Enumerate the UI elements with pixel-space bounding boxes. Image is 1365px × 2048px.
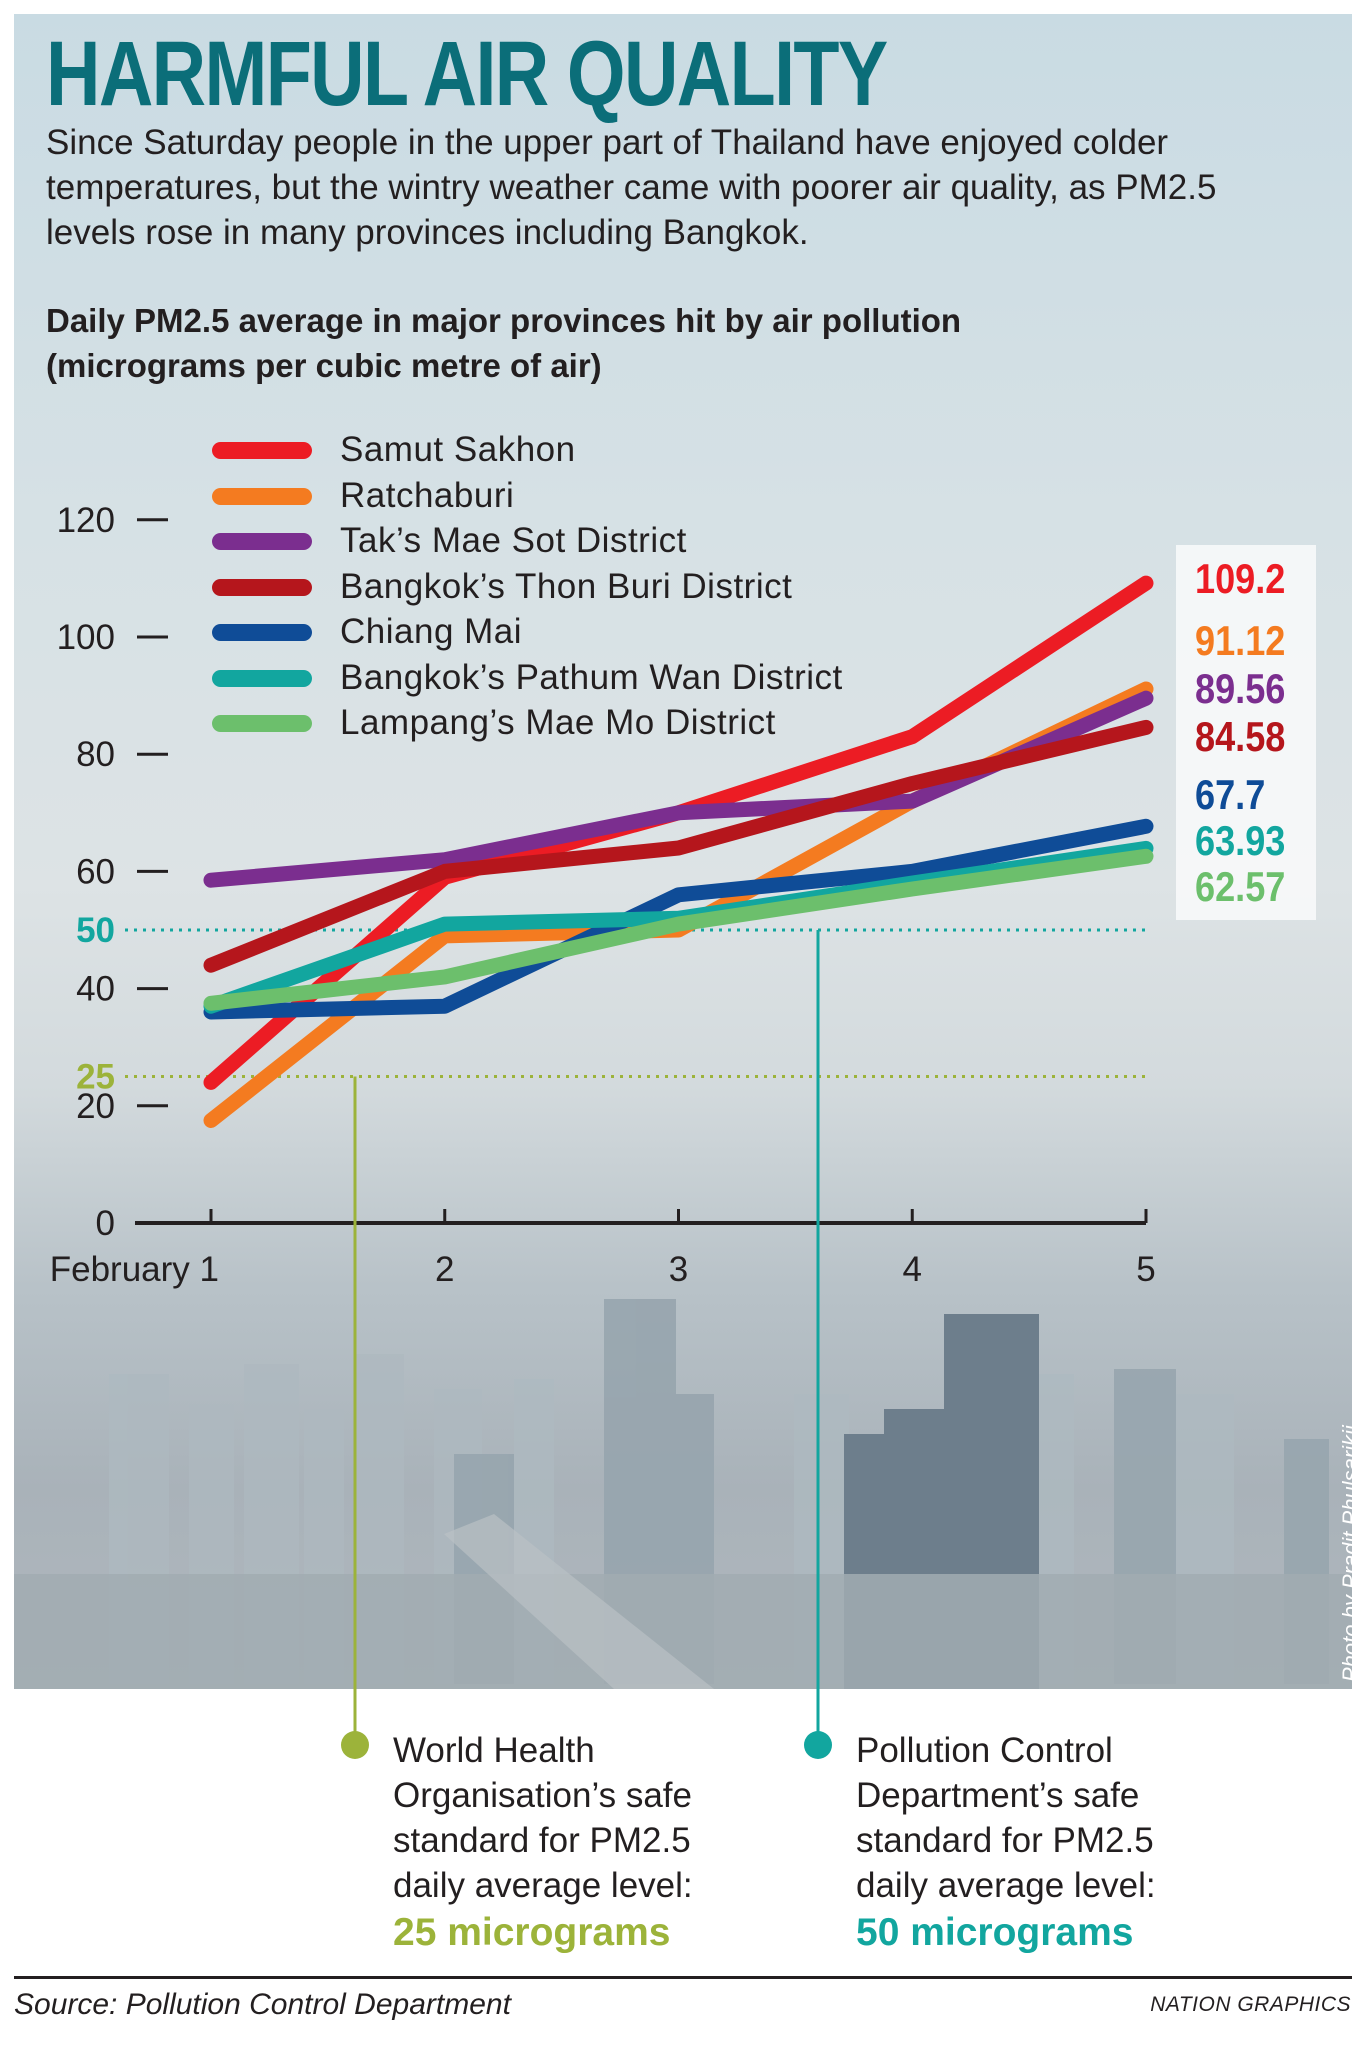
series-line	[203, 719, 1154, 973]
chart-subtitle: Daily PM2.5 average in major provinces h…	[46, 298, 1306, 388]
legend-swatch	[212, 669, 312, 687]
who-note-line2: Organisation’s safe	[393, 1776, 692, 1815]
intro-text: Since Saturday people in the upper part …	[46, 123, 1217, 252]
y-tick-label: 80	[76, 735, 115, 774]
pcd-connector-dot	[804, 1731, 832, 1759]
chart-subtitle-line1: Daily PM2.5 average in major provinces h…	[46, 302, 962, 339]
x-tick-label: 5	[1136, 1250, 1155, 1289]
headline: HARMFUL AIR QUALITY	[46, 23, 888, 125]
legend-label: Lampang’s Mae Mo District	[340, 703, 776, 742]
x-tick-label: 3	[669, 1250, 688, 1289]
pcd-standard-note: Pollution Control Department’s safe stan…	[856, 1728, 1216, 1955]
legend-label: Bangkok’s Pathum Wan District	[340, 657, 843, 697]
who-note-line3: standard for PM2.5	[393, 1821, 691, 1860]
y-tick-label: 100	[57, 618, 115, 657]
reference-label-25: 25	[76, 1058, 115, 1097]
legend-label: Ratchaburi	[340, 475, 515, 515]
chart-subtitle-line2: (micrograms per cubic metre of air)	[46, 347, 602, 384]
brand-credit: NATION GRAPHICS	[1150, 1993, 1351, 2016]
who-standard-amount: 25 micrograms	[393, 1911, 671, 1954]
legend-label: Samut Sakhon	[340, 430, 576, 469]
pcd-note-line1: Pollution Control	[856, 1731, 1113, 1770]
who-connector-dot	[341, 1731, 369, 1759]
y-tick-label: 0	[96, 1204, 115, 1243]
legend-label: Bangkok’s Thon Buri District	[340, 566, 793, 606]
reference-label-50: 50	[76, 911, 115, 950]
legend-swatch	[212, 487, 312, 505]
city-skyline-photo	[14, 1299, 1352, 1689]
y-tick-label: 20	[76, 1087, 115, 1126]
y-tick-label: 60	[76, 852, 115, 891]
footer-rule	[14, 1976, 1352, 1979]
end-value-label: 67.7	[1195, 771, 1266, 818]
end-value-label: 63.93	[1195, 817, 1286, 864]
end-value-label: 62.57	[1195, 863, 1286, 910]
x-tick-label: 4	[903, 1250, 922, 1289]
series-line	[203, 818, 1154, 1020]
legend-swatch	[212, 442, 312, 459]
end-value-label: 84.58	[1195, 713, 1286, 760]
pcd-note-line2: Department’s safe	[856, 1776, 1140, 1815]
legend-swatch	[212, 624, 312, 641]
end-value-label: 89.56	[1195, 665, 1286, 712]
end-value-label: 91.12	[1195, 617, 1286, 664]
x-tick-label: February 1	[50, 1250, 219, 1289]
legend-swatch	[212, 578, 312, 596]
legend-swatch	[212, 533, 312, 550]
who-standard-note: World Health Organisation’s safe standar…	[393, 1728, 753, 1955]
who-note-line1: World Health	[393, 1731, 595, 1770]
y-tick-label: 120	[57, 501, 115, 540]
source-credit: Source: Pollution Control Department	[14, 1988, 511, 2021]
y-tick-label: 40	[76, 970, 115, 1009]
who-note-line4: daily average level:	[393, 1866, 693, 1905]
legend-label: Tak’s Mae Sot District	[340, 521, 687, 560]
series-line	[203, 848, 1154, 1011]
legend-swatch	[212, 715, 312, 732]
x-tick-label: 2	[435, 1250, 454, 1289]
pcd-note-line3: standard for PM2.5	[856, 1821, 1154, 1860]
legend-label: Chiang Mai	[340, 612, 523, 651]
pcd-standard-amount: 50 micrograms	[856, 1911, 1134, 1954]
end-value-label: 109.2	[1195, 555, 1286, 602]
end-values-box	[1176, 545, 1316, 920]
pcd-note-line4: daily average level:	[856, 1866, 1156, 1905]
